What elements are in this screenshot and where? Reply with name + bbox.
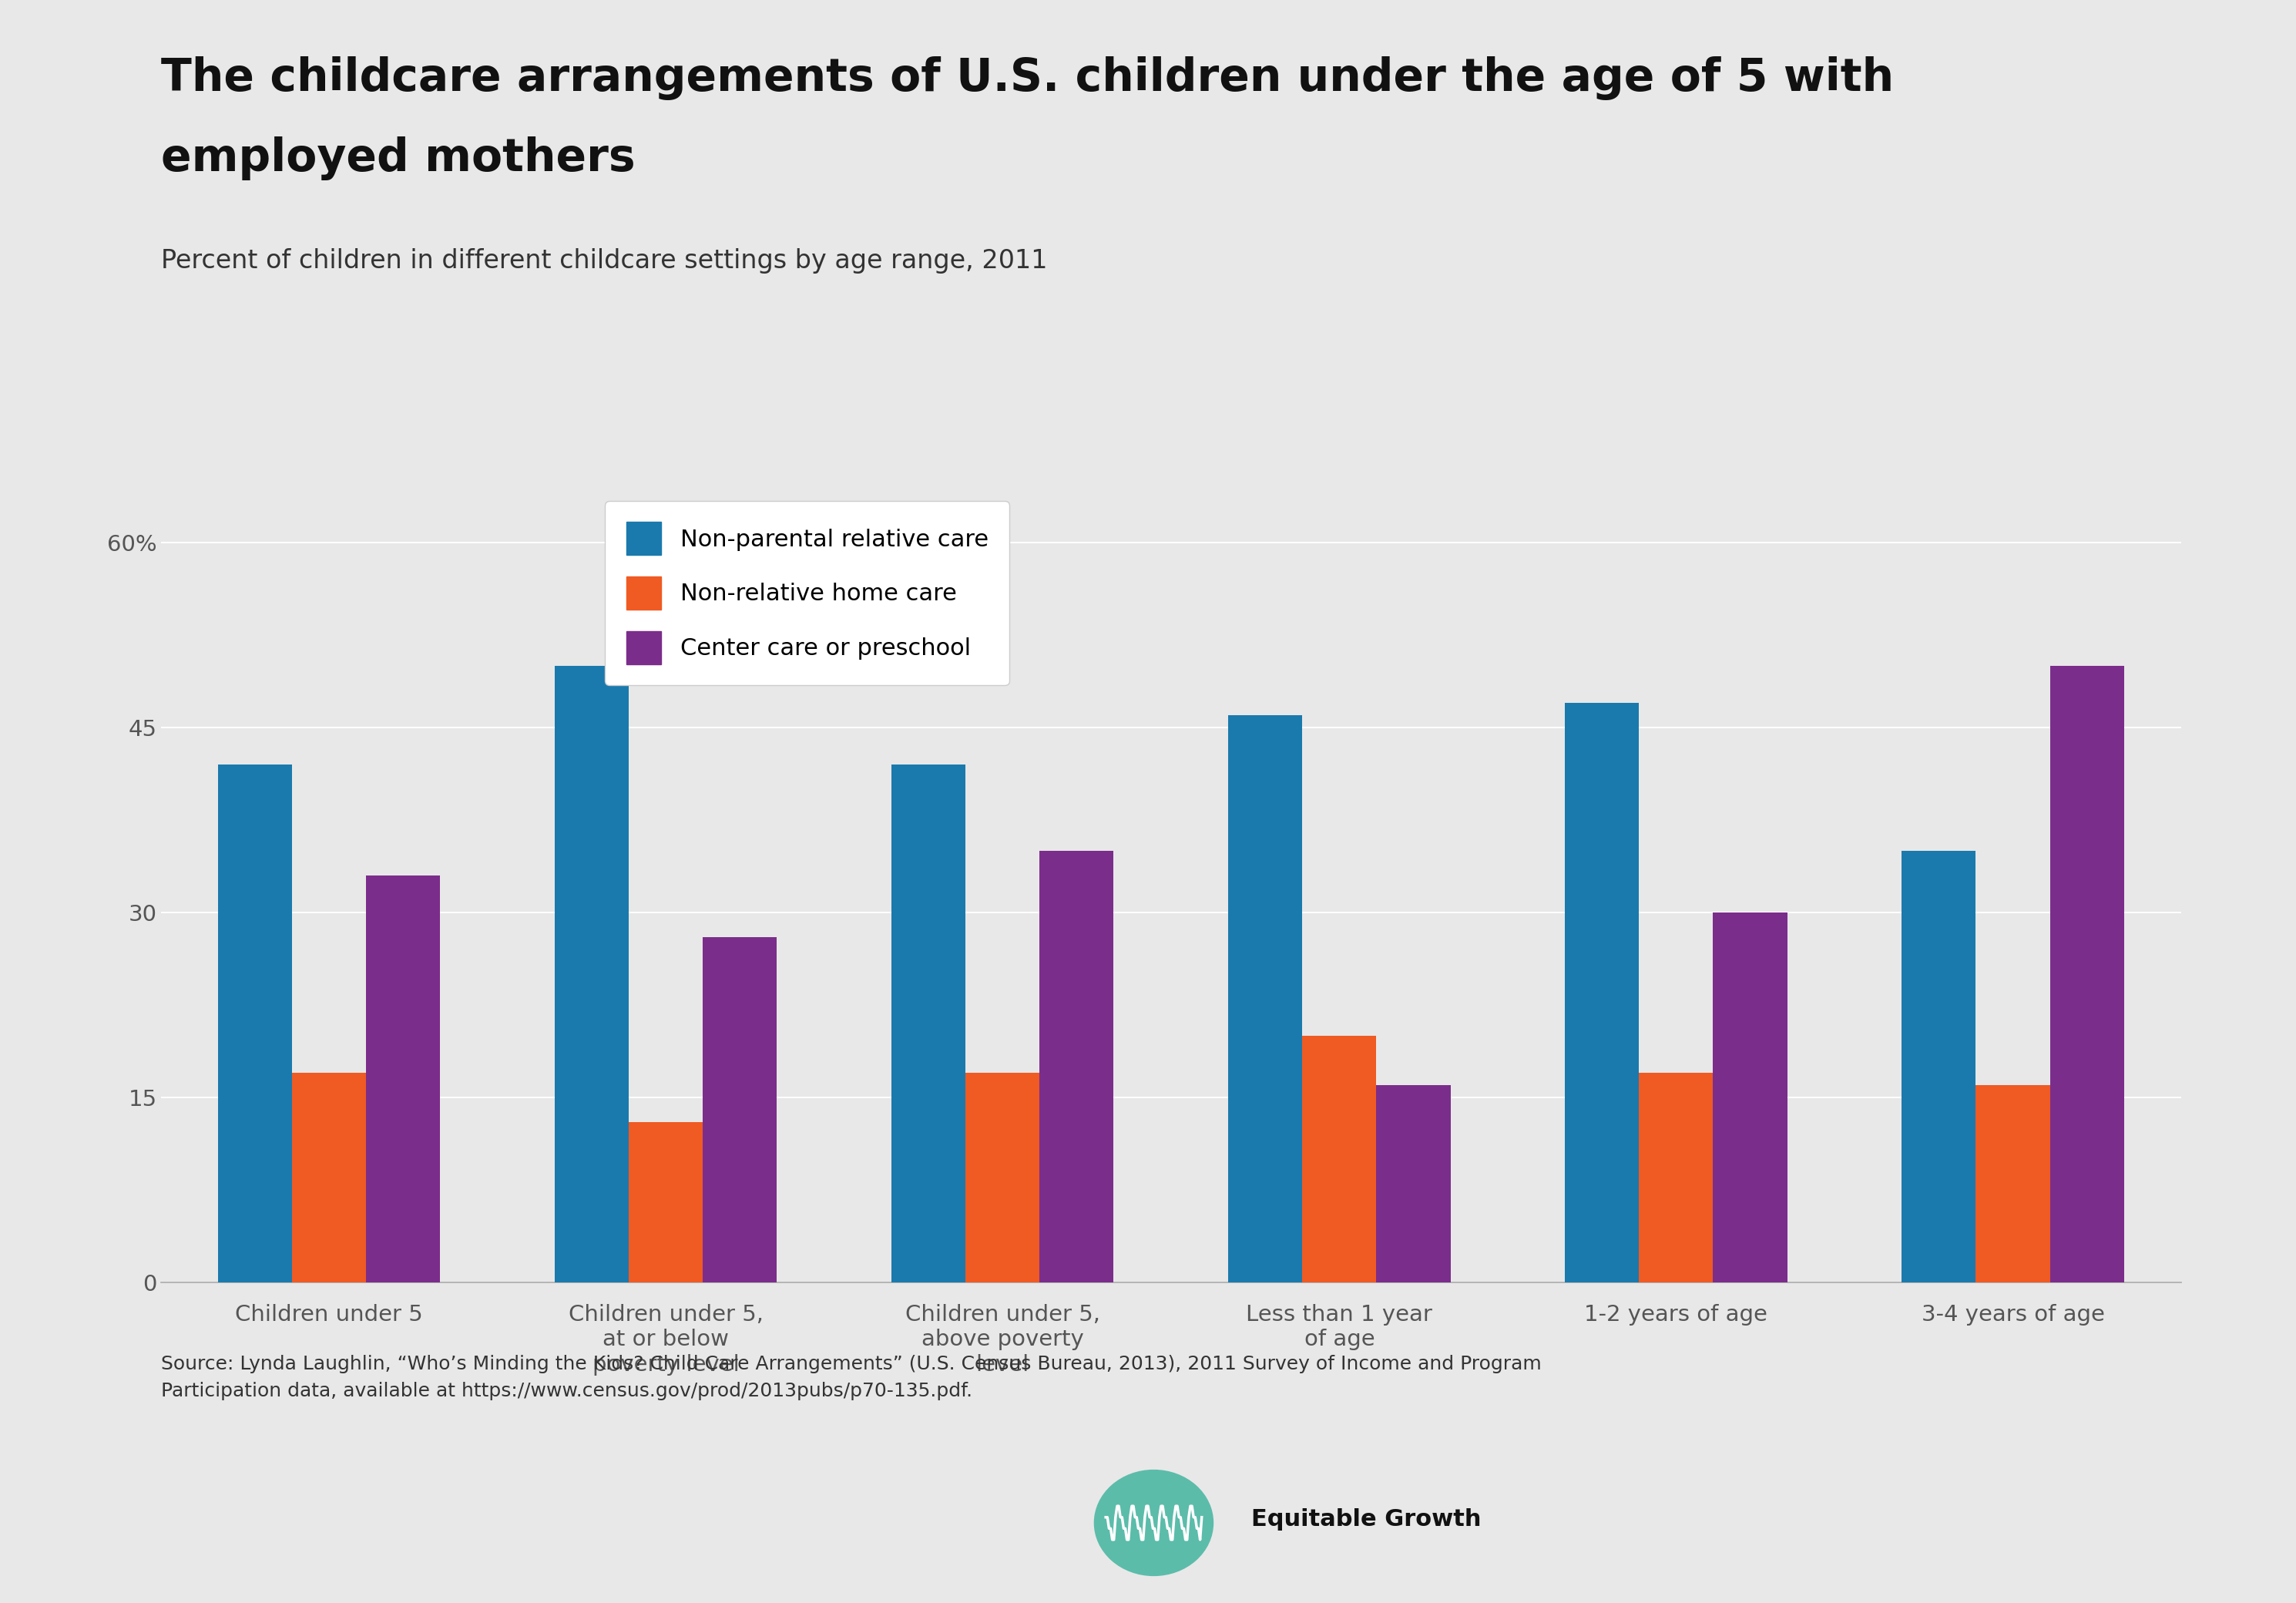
Text: Source: Lynda Laughlin, “Who’s Minding the Kids? Child Care Arrangements” (U.S. : Source: Lynda Laughlin, “Who’s Minding t… (161, 1355, 1541, 1401)
Bar (556, 665, 629, 1282)
Bar (2050, 665, 2124, 1282)
Bar (1228, 715, 1302, 1282)
Bar (292, 1072, 365, 1282)
Bar (365, 875, 441, 1282)
Text: employed mothers: employed mothers (161, 136, 636, 180)
Bar (1375, 1085, 1451, 1282)
Bar (629, 1122, 703, 1282)
Bar (891, 765, 967, 1282)
Bar (1040, 851, 1114, 1282)
Bar (1713, 912, 1786, 1282)
Text: Percent of children in different childcare settings by age range, 2011: Percent of children in different childca… (161, 248, 1047, 274)
Bar (967, 1072, 1040, 1282)
Bar (1566, 702, 1639, 1282)
Circle shape (1095, 1470, 1212, 1576)
Legend: Non-parental relative care, Non-relative home care, Center care or preschool: Non-parental relative care, Non-relative… (604, 500, 1010, 686)
Bar (703, 938, 776, 1282)
Bar (1302, 1036, 1375, 1282)
Bar (1901, 851, 1977, 1282)
Bar (1977, 1085, 2050, 1282)
Text: Equitable Growth: Equitable Growth (1251, 1508, 1481, 1531)
Text: The childcare arrangements of U.S. children under the age of 5 with: The childcare arrangements of U.S. child… (161, 56, 1894, 99)
Bar (218, 765, 292, 1282)
Bar (1639, 1072, 1713, 1282)
